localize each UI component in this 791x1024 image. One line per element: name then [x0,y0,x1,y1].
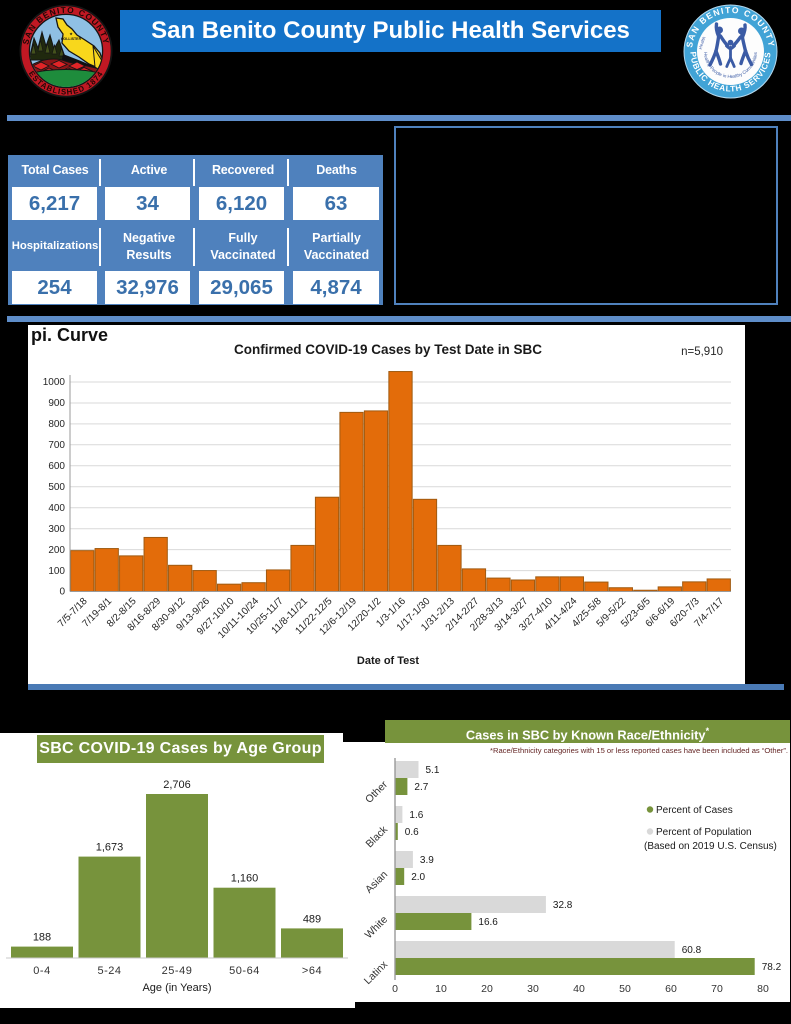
svg-text:400: 400 [48,503,65,514]
svg-text:>64: >64 [302,965,322,977]
svg-text:Percent of Cases: Percent of Cases [656,805,733,816]
svg-text:0-4: 0-4 [33,965,50,977]
svg-text:1,160: 1,160 [231,873,259,885]
svg-text:★: ★ [68,32,72,36]
svg-text:489: 489 [303,913,321,925]
svg-text:Percent of Population: Percent of Population [656,827,752,838]
svg-text:188: 188 [33,932,51,944]
svg-text:0: 0 [392,983,398,995]
svg-text:80: 80 [757,983,769,995]
svg-text:3.9: 3.9 [420,855,434,866]
svg-text:30: 30 [527,983,539,995]
svg-text:600: 600 [48,461,65,472]
svg-text:50-64: 50-64 [229,965,260,977]
svg-text:200: 200 [48,545,65,556]
svg-text:70: 70 [711,983,723,995]
svg-text:Age (in Years): Age (in Years) [142,982,211,994]
svg-text:Other: Other [363,778,390,805]
svg-text:800: 800 [48,419,65,430]
svg-text:50: 50 [619,983,631,995]
svg-text:2.0: 2.0 [411,872,425,883]
svg-text:(Based on 2019 U.S. Census): (Based on 2019 U.S. Census) [644,841,777,852]
svg-text:1,673: 1,673 [96,842,124,854]
svg-text:2.7: 2.7 [414,782,428,793]
svg-text:900: 900 [48,398,65,409]
svg-text:60.8: 60.8 [682,945,702,956]
svg-text:5.1: 5.1 [426,765,440,776]
svg-text:Asian: Asian [363,869,390,896]
svg-text:0.6: 0.6 [405,827,419,838]
svg-text:40: 40 [573,983,585,995]
svg-text:Black: Black [363,823,390,850]
svg-text:60: 60 [665,983,677,995]
svg-text:HOLLISTER: HOLLISTER [61,37,82,41]
svg-text:Health: Health [698,35,707,50]
svg-text:1.6: 1.6 [409,810,423,821]
svg-text:1000: 1000 [43,377,66,388]
svg-text:25-49: 25-49 [162,965,193,977]
svg-text:16.6: 16.6 [478,917,498,928]
svg-text:100: 100 [48,566,65,577]
svg-text:32.8: 32.8 [553,900,573,911]
svg-text:5-24: 5-24 [97,965,121,977]
svg-text:700: 700 [48,440,65,451]
svg-text:20: 20 [481,983,493,995]
svg-text:78.2: 78.2 [762,962,782,973]
svg-text:10: 10 [435,983,447,995]
svg-text:White: White [363,914,391,942]
svg-text:500: 500 [48,482,65,493]
svg-text:300: 300 [48,524,65,535]
svg-text:0: 0 [59,587,65,598]
svg-text:Latinx: Latinx [362,958,391,987]
svg-text:2,706: 2,706 [163,779,191,791]
